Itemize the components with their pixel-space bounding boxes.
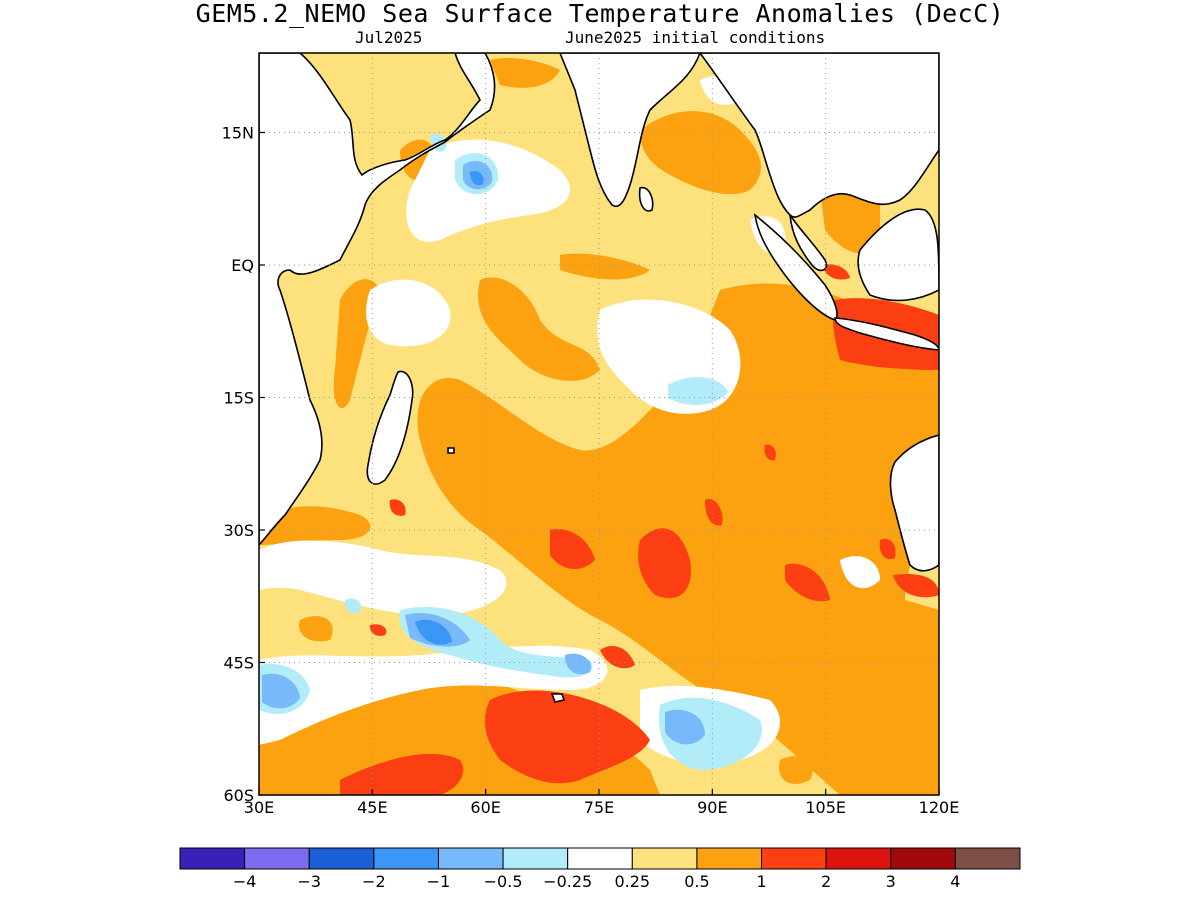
anomaly-regions-blue — [415, 170, 484, 645]
colorbar-segment — [954, 847, 1021, 870]
colorbar-label: −1 — [427, 872, 451, 891]
colorbar-label: −2 — [362, 872, 386, 891]
anomaly-regions-red — [340, 264, 939, 795]
forecast-month: Jul2025 — [355, 28, 423, 47]
land-masses — [259, 53, 939, 703]
colorbar-segment — [437, 847, 504, 870]
land-australia — [889, 434, 939, 572]
land-india — [559, 53, 701, 207]
lon-tick-label: 60E — [470, 798, 500, 817]
lon-tick-label: 105E — [805, 798, 846, 817]
colorbar-label: 4 — [950, 872, 960, 891]
land-africa-arabia — [259, 53, 496, 547]
lon-tick-label: 45E — [357, 798, 387, 817]
colorbar: −4 −3 −2 −1 −0.5 −0.25 0.25 0.5 1 2 3 4 — [179, 847, 1021, 891]
land-kerguelen — [550, 693, 566, 703]
colorbar-label: 3 — [886, 872, 896, 891]
land-java — [834, 317, 939, 351]
lat-tick-label: EQ — [231, 256, 254, 275]
land-madagascar — [366, 370, 414, 485]
land-sri-lanka — [638, 186, 654, 212]
colorbar-label: 0.5 — [684, 872, 709, 891]
colorbar-segment — [308, 847, 375, 870]
lon-tick-label: 30E — [244, 798, 274, 817]
colorbar-label: 2 — [821, 872, 831, 891]
land-indochina — [699, 53, 939, 218]
land-mascarene-islands — [447, 447, 455, 454]
colorbar-segment — [890, 847, 956, 870]
colorbar-label: −0.25 — [543, 872, 592, 891]
colorbar-segment — [244, 847, 310, 870]
initial-conditions: June2025 initial conditions — [565, 28, 826, 47]
lat-tick-label: 45S — [223, 654, 254, 673]
colorbar-segment — [631, 847, 698, 870]
colorbar-segment — [825, 847, 892, 870]
lat-tick-label: 15N — [222, 124, 254, 143]
colorbar-label: −4 — [233, 872, 257, 891]
anomaly-regions-orange — [259, 58, 939, 795]
colorbar-segment — [567, 847, 633, 870]
colorbar-segment — [696, 847, 763, 870]
chart-title: GEM5.2_NEMO Sea Surface Temperature Anom… — [195, 0, 1005, 28]
colorbar-label: 1 — [756, 872, 766, 891]
lat-tick-label: 30S — [223, 521, 254, 540]
colorbar-label: 0.25 — [614, 872, 650, 891]
colorbar-segment — [761, 847, 827, 870]
colorbar-label: −0.5 — [484, 872, 523, 891]
lon-tick-label: 75E — [584, 798, 614, 817]
colorbar-label: −3 — [297, 872, 321, 891]
land-malay-peninsula — [789, 214, 828, 272]
colorbar-segment — [179, 847, 246, 870]
lat-tick-label: 60S — [223, 786, 254, 805]
lat-tick-label: 15S — [223, 389, 254, 408]
gridlines — [259, 53, 939, 795]
lon-tick-label: 90E — [697, 798, 727, 817]
colorbar-segment — [502, 847, 569, 870]
colorbar-segment — [373, 847, 439, 870]
axis-ticks: 30E 45E 60E 75E 90E 105E 120E 15N EQ 15S 30S 45S 60S — [222, 124, 960, 818]
lon-tick-label: 120E — [919, 798, 960, 817]
